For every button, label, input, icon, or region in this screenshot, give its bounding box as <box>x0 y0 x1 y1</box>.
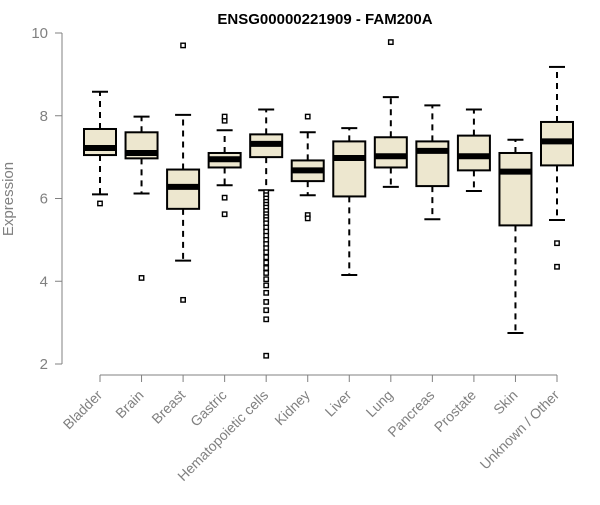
outlier-point <box>263 282 270 289</box>
outlier-point <box>263 249 270 256</box>
y-tick-label: 6 <box>40 191 48 208</box>
outlier-point <box>387 39 394 46</box>
x-tick-label: Kidney <box>271 387 313 429</box>
chart-title: ENSG00000221909 - FAM200A <box>217 11 432 28</box>
box-group <box>207 113 242 218</box>
x-tick-label: Bladder <box>60 387 106 433</box>
box-group <box>166 42 201 303</box>
y-tick-label: 10 <box>31 25 48 42</box>
box-group <box>373 39 408 188</box>
boxes <box>83 39 574 359</box>
iqr-box <box>332 140 367 198</box>
y-tick-label: 4 <box>40 273 48 290</box>
outlier-point <box>263 307 270 314</box>
y-axis-label: Expression <box>0 162 17 236</box>
box-group <box>456 108 491 193</box>
iqr-box <box>456 134 491 172</box>
iqr-box <box>373 136 408 169</box>
x-tick-label: Liver <box>322 387 355 420</box>
box-group <box>332 127 367 277</box>
outlier-point <box>221 113 228 120</box>
x-tick-label: Prostate <box>431 387 479 435</box>
box-group <box>540 65 574 270</box>
outlier-point <box>180 296 186 303</box>
outlier-point <box>263 259 270 266</box>
x-tick-label: Brain <box>112 387 146 421</box>
outlier-point <box>180 42 186 49</box>
outlier-point <box>304 215 311 222</box>
x-tick-label: Lung <box>363 387 396 420</box>
outlier-point <box>138 275 145 281</box>
y-tick-label: 2 <box>40 356 48 373</box>
box-group <box>415 104 450 221</box>
outlier-point <box>263 276 270 283</box>
outlier-point <box>221 194 228 201</box>
outlier-point <box>263 316 270 323</box>
outlier-point <box>263 289 270 296</box>
iqr-box <box>498 151 533 227</box>
x-tick-label: Breast <box>148 387 188 427</box>
outlier-point <box>263 352 270 359</box>
outlier-point <box>554 263 560 270</box>
outlier-point <box>221 211 228 218</box>
outlier-point <box>263 254 270 261</box>
outlier-point <box>263 270 270 276</box>
iqr-box <box>83 127 117 157</box>
outlier-point <box>263 299 270 305</box>
box-group <box>498 138 533 334</box>
outlier-point <box>554 240 560 247</box>
y-tick-label: 8 <box>40 108 48 125</box>
outlier-point <box>263 265 270 271</box>
x-tick-label: Unknown / Other <box>477 387 563 473</box>
box-group <box>83 90 117 207</box>
box-group <box>124 115 159 281</box>
outlier-point <box>97 200 103 207</box>
box-group <box>290 113 325 222</box>
box-group <box>249 108 284 359</box>
x-tick-label: Skin <box>490 387 521 418</box>
outlier-point <box>304 113 311 120</box>
